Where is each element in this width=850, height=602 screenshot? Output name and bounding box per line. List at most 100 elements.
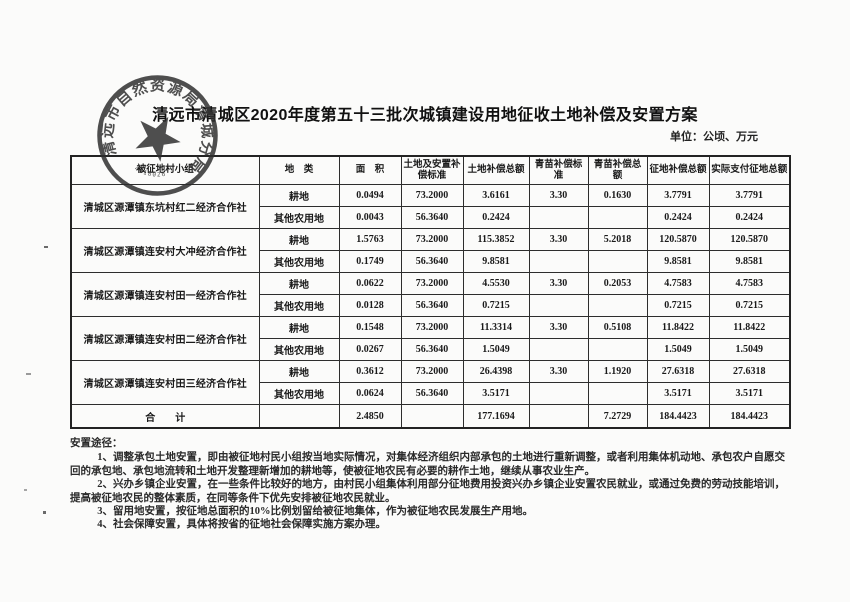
cell-village: 清城区源潭镇连安村田二经济合作社	[70, 316, 260, 361]
cell-land-total: 177.1694	[462, 404, 530, 429]
header-paid-total: 实际支付征地总额	[708, 155, 791, 185]
cell-land-total: 11.3314	[462, 316, 530, 339]
cell-paid-total: 4.7583	[708, 272, 791, 295]
header-land-total: 土地补偿总额	[462, 155, 530, 185]
cell-seedling-std	[528, 382, 589, 405]
cell-area: 0.0624	[338, 382, 402, 405]
cell-paid-total: 0.2424	[708, 206, 791, 229]
cell-area: 0.0622	[338, 272, 402, 295]
cell-std: 56.3640	[400, 250, 464, 273]
cell-std: 73.2000	[400, 228, 464, 251]
table-row: 其他农用地 0.0128 56.3640 0.7215 0.7215 0.721…	[71, 294, 791, 317]
cell-seedling-std: 3.30	[528, 272, 589, 295]
cell-seedling-total: 1.1920	[587, 360, 648, 383]
cell-land-type: 耕地	[258, 228, 340, 251]
scan-artifact	[24, 489, 27, 491]
cell-area: 2.4850	[338, 404, 402, 429]
header-village: 被征地村小组	[70, 155, 260, 185]
cell-paid-total: 184.4423	[708, 404, 791, 429]
cell-comp-total: 27.6318	[646, 360, 710, 383]
table-row: 其他农用地 0.0624 56.3640 3.5171 3.5171 3.517…	[71, 382, 791, 405]
cell-area: 0.1749	[338, 250, 402, 273]
cell-std: 56.3640	[400, 338, 464, 361]
cell-paid-total: 3.7791	[708, 184, 791, 207]
cell-seedling-total: 5.2018	[587, 228, 648, 251]
cell-land-type: 其他农用地	[258, 382, 340, 405]
total-row: 合 计 2.4850 177.1694 7.2729 184.4423 184.…	[70, 404, 791, 429]
cell-land-total: 0.7215	[462, 294, 530, 317]
cell-seedling-std: 3.30	[528, 360, 589, 383]
cell-area: 0.1548	[338, 316, 402, 339]
cell-comp-total: 3.7791	[646, 184, 710, 207]
cell-seedling-total: 0.1630	[587, 184, 648, 207]
resettlement-notes: 安置途径： 1、调整承包土地安置，即由被征地村民小组按当地实际情况，对集体经济组…	[70, 437, 791, 532]
cell-seedling-std	[528, 206, 589, 229]
cell-seedling-total	[587, 382, 648, 405]
unit-note: 单位：公顷、万元	[670, 131, 758, 143]
cell-total-label: 合 计	[70, 404, 260, 429]
cell-village: 清城区源潭镇东坑村红二经济合作社	[70, 184, 260, 229]
cell-comp-total: 0.7215	[646, 294, 710, 317]
cell-land-type: 耕地	[258, 316, 340, 339]
cell-seedling-total	[587, 338, 648, 361]
cell-std: 73.2000	[400, 316, 464, 339]
cell-land-type: 耕地	[258, 184, 340, 207]
cell-seedling-total	[587, 250, 648, 273]
cell-std: 73.2000	[400, 272, 464, 295]
cell-seedling-std: 3.30	[528, 184, 589, 207]
cell-paid-total: 1.5049	[708, 338, 791, 361]
cell-village: 清城区源潭镇连安村田三经济合作社	[70, 360, 260, 405]
scan-artifact	[43, 511, 46, 514]
table-row: 清城区源潭镇连安村田二经济合作社 耕地 0.1548 73.2000 11.33…	[70, 316, 791, 361]
scan-artifact	[26, 373, 31, 375]
cell-area: 1.5763	[338, 228, 402, 251]
scan-artifact	[44, 246, 48, 248]
compensation-table: 被征地村小组 地 类 面 积 土地及安置补偿标准 土地补偿总额 青苗补偿标准 青…	[70, 155, 791, 429]
cell-comp-total: 1.5049	[646, 338, 710, 361]
cell-comp-total: 120.5870	[646, 228, 710, 251]
cell-area: 0.0128	[338, 294, 402, 317]
table-row: 清城区源潭镇连安村大冲经济合作社 耕地 1.5763 73.2000 115.3…	[70, 228, 791, 273]
table-row: 其他农用地 0.0043 56.3640 0.2424 0.2424 0.242…	[71, 206, 791, 229]
cell-village: 清城区源潭镇连安村田一经济合作社	[70, 272, 260, 317]
cell-seedling-std	[528, 294, 589, 317]
cell-std: 56.3640	[400, 382, 464, 405]
cell-land-total: 1.5049	[462, 338, 530, 361]
cell-paid-total: 120.5870	[708, 228, 791, 251]
cell-area: 0.0494	[338, 184, 402, 207]
cell-comp-total: 9.8581	[646, 250, 710, 273]
cell-std: 56.3640	[400, 206, 464, 229]
cell-paid-total: 11.8422	[708, 316, 791, 339]
header-land-type: 地 类	[258, 155, 340, 185]
cell-land-type: 其他农用地	[258, 338, 340, 361]
cell-seedling-std: 3.30	[528, 228, 589, 251]
cell-seedling-std	[528, 338, 589, 361]
cell-seedling-std: 3.30	[528, 316, 589, 339]
cell-land-total: 9.8581	[462, 250, 530, 273]
notes-heading: 安置途径：	[70, 438, 123, 449]
table-row: 其他农用地 0.0267 56.3640 1.5049 1.5049 1.504…	[71, 338, 791, 361]
cell-area: 0.0043	[338, 206, 402, 229]
header-area: 面 积	[338, 155, 402, 185]
header-row: 被征地村小组 地 类 面 积 土地及安置补偿标准 土地补偿总额 青苗补偿标准 青…	[70, 155, 791, 185]
cell-std: 73.2000	[400, 184, 464, 207]
cell-paid-total: 27.6318	[708, 360, 791, 383]
cell-land-total: 3.6161	[462, 184, 530, 207]
cell-land-type	[258, 404, 340, 429]
cell-std	[400, 404, 464, 429]
header-comp-total: 征地补偿总额	[646, 155, 710, 185]
cell-seedling-total: 7.2729	[587, 404, 648, 429]
cell-paid-total: 3.5171	[708, 382, 791, 405]
note-item-4: 4、社会保障安置，具体将按省的征地社会保障实施方案办理。	[97, 519, 387, 531]
cell-seedling-total	[587, 206, 648, 229]
table-row: 清城区源潭镇连安村田一经济合作社 耕地 0.0622 73.2000 4.553…	[70, 272, 791, 317]
cell-comp-total: 0.2424	[646, 206, 710, 229]
table-row: 清城区源潭镇东坑村红二经济合作社 耕地 0.0494 73.2000 3.616…	[70, 184, 791, 229]
table-row: 清城区源潭镇连安村田三经济合作社 耕地 0.3612 73.2000 26.43…	[70, 360, 791, 405]
note-item-1: 1、调整承包土地安置，即由被征地村民小组按当地实际情况，对集体经济组织内部承包的…	[70, 452, 786, 477]
cell-paid-total: 9.8581	[708, 250, 791, 273]
cell-seedling-total	[587, 294, 648, 317]
cell-land-type: 其他农用地	[258, 294, 340, 317]
cell-land-total: 4.5530	[462, 272, 530, 295]
cell-comp-total: 184.4423	[646, 404, 710, 429]
